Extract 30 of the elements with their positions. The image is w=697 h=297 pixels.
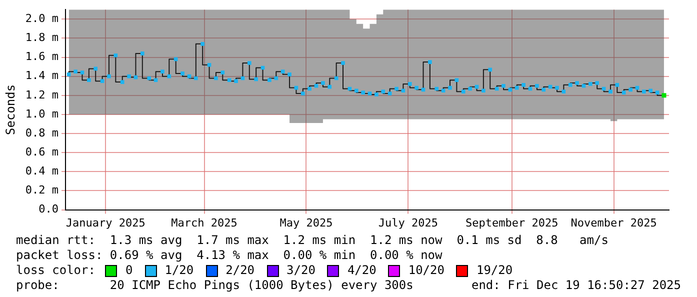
legend-label: 3/20 — [286, 263, 316, 278]
text: median rtt: 1.3 ms avg 1.7 ms max 1.2 ms min 1.2 ms now 0.1 ms sd 8.8 am/s — [16, 233, 610, 248]
text: packet loss: 0.69 % avg 4.13 % max 0.00 % min 0.00 % now — [16, 248, 444, 263]
y-tick-label: 2.0 m — [25, 12, 59, 25]
legend-label: 19/20 — [476, 263, 513, 278]
x-tick-label: March 2025 — [171, 216, 238, 230]
legend-title: loss color: — [16, 263, 96, 278]
x-tick-label: January 2025 — [66, 216, 146, 230]
y-tick-label: 1.4 m — [25, 69, 59, 82]
y-axis-title: Seconds — [3, 84, 18, 135]
y-tick-label: 1.8 m — [25, 31, 59, 44]
text: end: Fri Dec 19 16:50:27 2025 — [471, 278, 681, 293]
legend-label: 0 — [125, 263, 133, 278]
y-tick-label: 1.2 m — [25, 88, 59, 102]
legend-label: 1/20 — [164, 263, 194, 278]
y-tick-label: 0.2 m — [25, 184, 59, 197]
legend-label: 4/20 — [347, 263, 376, 278]
y-tick-label: 0.4 m — [25, 164, 59, 178]
x-tick-label: May 2025 — [280, 216, 333, 230]
y-tick-label: 1.6 m — [25, 50, 59, 64]
y-tick-label: 0.8 m — [25, 126, 59, 140]
x-tick-label: September 2025 — [466, 216, 558, 230]
x-tick-label: November 2025 — [570, 216, 657, 230]
text: probe: 20 ICMP Echo Pings (1000 Bytes) every 300s — [16, 278, 414, 293]
y-tick-label: 1.0 m — [25, 107, 59, 120]
y-tick-label: 0.0 — [38, 202, 59, 216]
legend-label: 10/20 — [408, 263, 444, 278]
legend-label: 2/20 — [226, 263, 255, 278]
x-tick-label: July 2025 — [378, 216, 438, 230]
y-tick-label: 0.6 m — [25, 145, 59, 158]
